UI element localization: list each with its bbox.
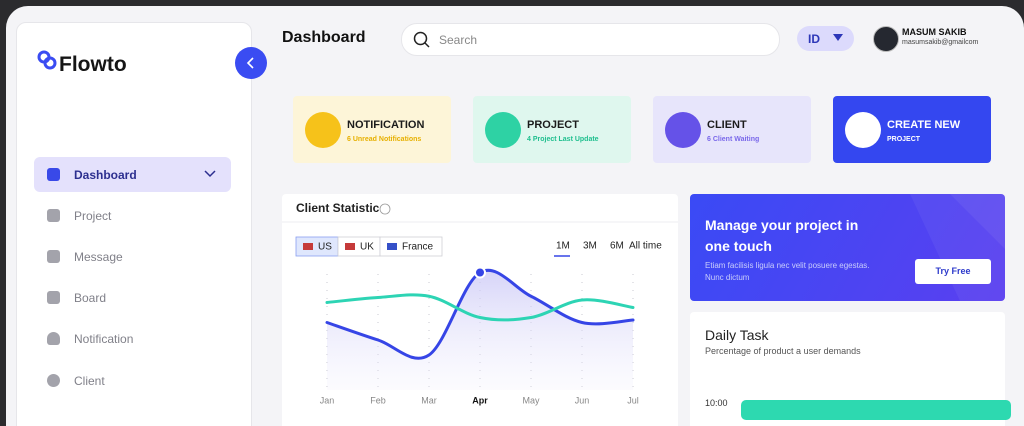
period-tab[interactable]: All time [629,241,662,252]
promo-banner: Manage your project in one touch Etiam fa… [690,194,1005,301]
client-card[interactable]: CLIENT 6 Client Waiting [653,96,811,163]
nav-item[interactable]: Message [34,239,231,274]
nav-label: Client [74,374,105,388]
nav-label: Message [74,250,123,264]
flag [345,243,355,250]
banner-title-line: one touch [705,238,772,254]
project-card[interactable]: PROJECT 4 Project Last Update [473,96,631,163]
try-button[interactable]: Try Free [915,259,991,284]
nav-item[interactable]: Notification [34,321,231,356]
card-subtitle: 6 Unread Notifications [347,136,422,143]
card-subtitle: 4 Project Last Update [527,136,599,143]
info-icon [379,203,391,215]
card-title: NOTIFICATION [347,119,425,131]
line [325,293,635,322]
nav-label: Notification [74,332,134,346]
card-title: PROJECT [527,119,579,131]
avatar[interactable] [873,26,899,52]
flag [303,243,313,250]
x-tick-label: Mar [421,395,437,405]
nav-item[interactable]: Project [34,198,231,233]
banner-text: Etiam facilisis ligula nec velit posuere… [705,260,870,284]
nav-item[interactable]: Board [34,280,231,315]
banner-text-line: Etiam facilisis ligula nec velit posuere… [705,261,870,270]
chart-title: Client Statistic [296,201,380,215]
language-select[interactable]: ID [797,26,854,51]
period-tab[interactable]: 6M [610,241,624,252]
banner-text-line: Nunc dictum [705,273,750,282]
flag [387,243,397,250]
language-label: ID [808,32,820,46]
user-name: MASUM SAKIB [902,27,967,37]
nav-item[interactable]: Dashboard [34,157,231,192]
search-bar[interactable]: Search [401,23,780,56]
task-bar [741,400,1011,420]
chart: Client Statistic US UK France 1M 3M 6M All tim… [282,201,678,405]
x-tick-label: Jul [627,395,639,405]
sidebar [16,22,252,426]
card-subtitle: PROJECT [887,136,921,143]
logo-icon [37,50,57,70]
card-title: CREATE NEW [887,119,961,131]
notification-card[interactable]: NOTIFICATION 6 Unread Notifications [293,96,451,163]
create-card[interactable]: CREATE NEW PROJECT [833,96,991,163]
page-title: Dashboard [282,29,366,46]
filter-label: US [318,242,332,253]
nav-label: Dashboard [74,168,137,182]
period-tab[interactable]: 1M [556,241,570,252]
task-title: Daily Task [705,327,769,343]
search-placeholder: Search [439,33,478,47]
x-tick-label: Jun [575,395,590,405]
peak-marker [474,266,486,279]
banner-title-line: Manage your project in [705,217,859,233]
task-time: 10:00 [705,398,728,408]
daily-task-panel: Daily Task Percentage of product a user … [690,312,1011,426]
user-email: masumsakib@gmailcom [902,39,979,46]
nav-label: Project [74,209,112,223]
nav-label: Board [74,291,107,305]
screen: Flowto Dashboard Project Message Board N… [6,6,1024,426]
chart-panel: Client Statistic US UK France 1M 3M 6M All tim… [282,194,678,426]
filter-tab[interactable] [379,236,443,257]
brand: Flowto [59,53,127,76]
area [327,270,633,390]
x-tick-label: Feb [370,395,386,405]
x-tick-label: Jan [320,395,335,405]
x-tick-label: May [522,395,540,405]
card-title: CLIENT [707,119,747,131]
x-tick-label: Apr [472,395,488,405]
card-subtitle: 6 Client Waiting [707,136,760,143]
period-tab[interactable]: 3M [583,241,597,252]
filter-label: UK [360,242,374,253]
filter-label: France [402,242,434,253]
banner-title: Manage your project in one touch [705,215,858,257]
collapse-button[interactable] [235,47,267,79]
task-subtitle: Percentage of product a user demands [705,346,861,356]
page: {"sidebar":{"brand":"Flowto","nav":["Das… [6,6,1024,426]
nav-item[interactable]: Client [34,363,231,398]
